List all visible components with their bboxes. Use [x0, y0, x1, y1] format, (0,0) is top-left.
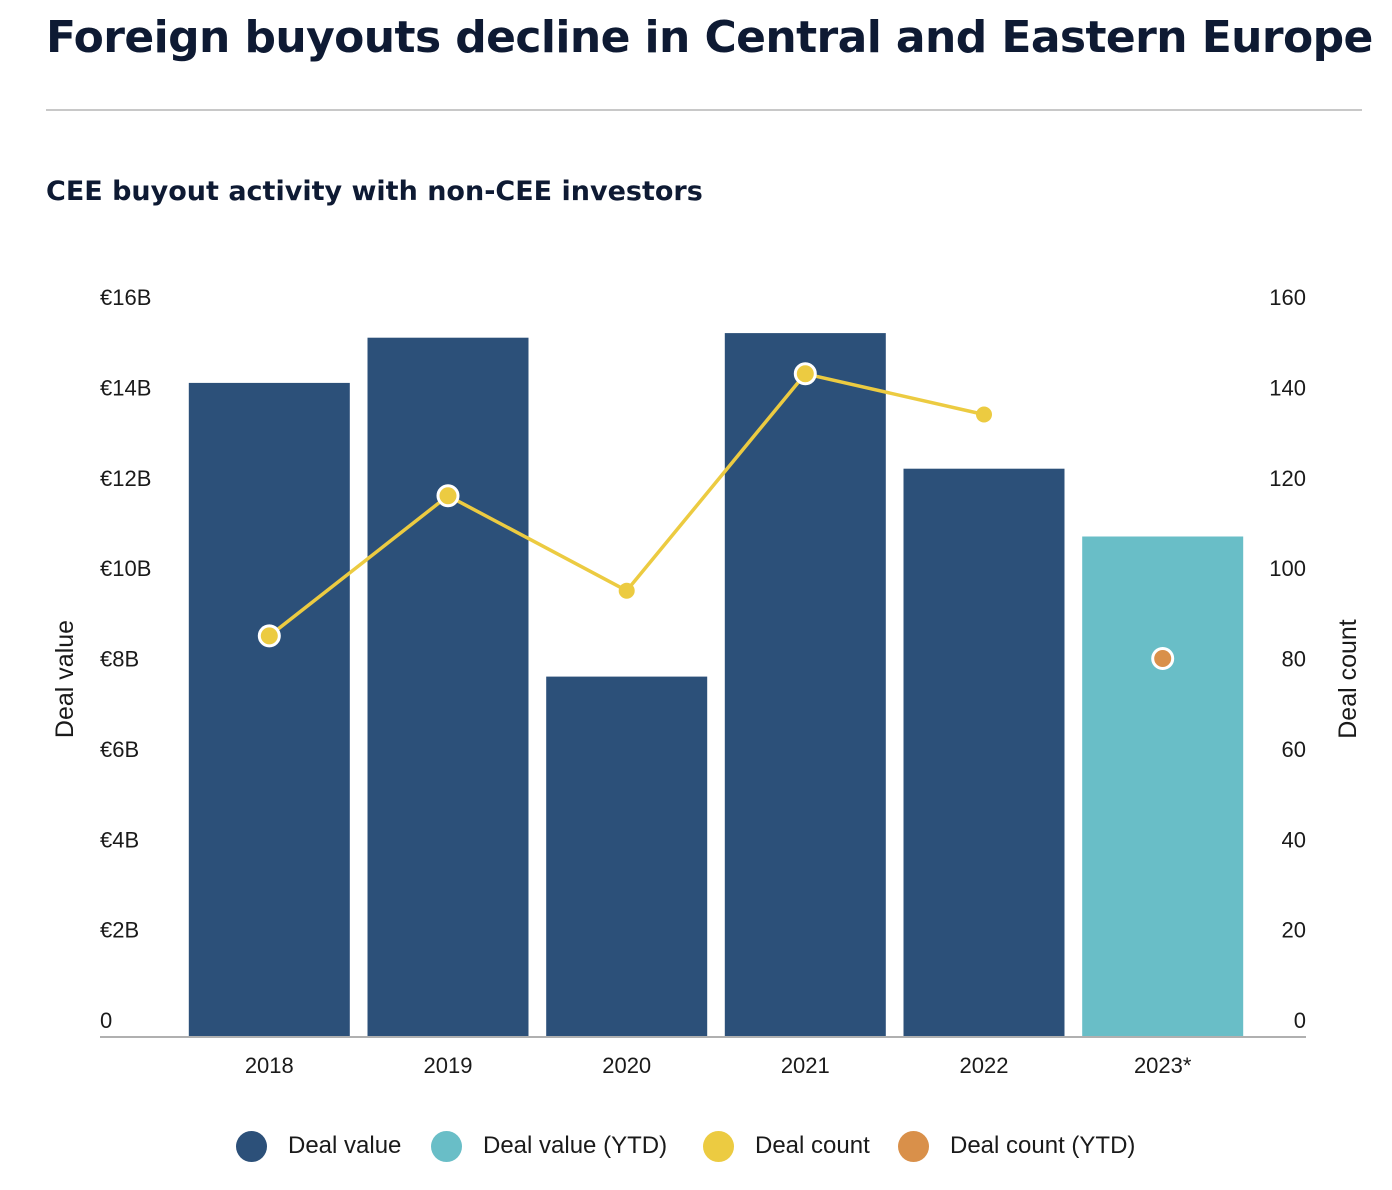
x-tick-label: 2021 — [781, 1053, 830, 1078]
left-tick-label: 0 — [100, 1008, 112, 1033]
x-tick-label: 2020 — [602, 1053, 651, 1078]
x-axis-ticks: 2018 2019 2020 2021 2022 2023* — [245, 1053, 1192, 1078]
legend-label: Deal count — [755, 1132, 870, 1159]
right-tick-label: 20 — [1282, 918, 1306, 943]
right-tick-label: 140 — [1269, 375, 1306, 400]
legend-label: Deal value — [288, 1132, 402, 1159]
right-axis-ticks: 0 20 40 60 80 100 120 140 160 — [1269, 285, 1306, 1033]
right-tick-label: 160 — [1269, 285, 1306, 310]
left-axis-ticks: 0 €2B €4B €6B €8B €10B €12B €14B €16B — [100, 285, 151, 1033]
legend-swatch-deal-value-ytd — [431, 1130, 462, 1162]
bar-deal-value — [188, 382, 350, 1036]
chart-subtitle: CEE buyout activity with non-CEE investo… — [46, 176, 703, 207]
page-title: Foreign buyouts decline in Central and E… — [46, 12, 1373, 63]
bar-deal-value — [903, 468, 1065, 1036]
deal-count-point — [618, 582, 635, 599]
legend: Deal value Deal value (YTD) Deal count D… — [0, 1126, 1392, 1166]
deal-count-point — [793, 362, 817, 386]
left-tick-label: €6B — [100, 737, 139, 762]
deal-count-point — [976, 406, 992, 423]
legend-item-deal-count: Deal count — [703, 1126, 870, 1166]
left-tick-label: €16B — [100, 285, 151, 310]
left-tick-label: €8B — [100, 647, 139, 672]
chart-canvas: 0 €2B €4B €6B €8B €10B €12B €14B €16B 0 20 40 60 80 1… — [51, 285, 1362, 1078]
right-tick-label: 0 — [1294, 1008, 1306, 1033]
deal-count-ytd-point — [1151, 647, 1175, 670]
bar-deal-value — [367, 337, 529, 1036]
bar-deal-value — [546, 676, 708, 1036]
legend-label: Deal count (YTD) — [950, 1132, 1136, 1159]
deal-count-point — [436, 484, 460, 508]
legend-swatch-deal-count-ytd — [898, 1130, 929, 1162]
legend-swatch-deal-count — [703, 1130, 734, 1162]
x-tick-label: 2019 — [424, 1053, 473, 1078]
left-tick-label: €12B — [100, 466, 151, 491]
right-axis-title: Deal count — [1334, 619, 1362, 739]
left-tick-label: €14B — [100, 375, 151, 400]
right-tick-label: 100 — [1269, 556, 1306, 581]
legend-item-deal-value: Deal value — [236, 1126, 401, 1166]
deal-count-point — [257, 624, 281, 648]
x-tick-label: 2023* — [1134, 1053, 1192, 1078]
right-tick-label: 120 — [1269, 466, 1306, 491]
right-tick-label: 40 — [1282, 827, 1306, 852]
legend-item-deal-value-ytd: Deal value (YTD) — [431, 1126, 667, 1166]
right-tick-label: 80 — [1282, 647, 1306, 672]
legend-label: Deal value (YTD) — [483, 1132, 668, 1159]
right-tick-label: 60 — [1282, 737, 1306, 762]
left-tick-label: €10B — [100, 556, 151, 581]
left-tick-label: €4B — [100, 827, 139, 852]
x-tick-label: 2018 — [245, 1053, 294, 1078]
x-tick-label: 2022 — [960, 1053, 1009, 1078]
bars-layer — [188, 333, 1244, 1037]
bar-deal-value-ytd — [1082, 536, 1244, 1036]
left-tick-label: €2B — [100, 918, 139, 943]
legend-item-deal-count-ytd: Deal count (YTD) — [898, 1126, 1135, 1166]
title-divider — [46, 109, 1362, 111]
deal-count-line-layer — [257, 362, 1175, 670]
bar-deal-value — [724, 333, 886, 1037]
left-axis-title: Deal value — [51, 620, 79, 738]
legend-swatch-deal-value — [236, 1130, 267, 1162]
